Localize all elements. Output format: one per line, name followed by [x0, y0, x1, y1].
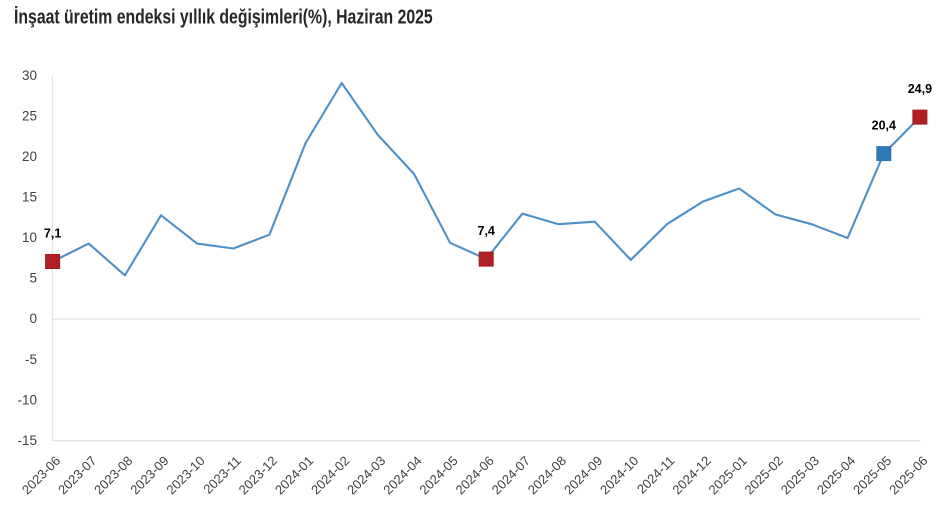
- svg-text:2025-02: 2025-02: [742, 453, 786, 497]
- svg-text:2025-03: 2025-03: [778, 453, 822, 497]
- svg-text:20: 20: [22, 149, 37, 164]
- svg-text:2025-06: 2025-06: [886, 453, 930, 497]
- svg-text:15: 15: [22, 190, 37, 205]
- svg-text:2025-04: 2025-04: [814, 453, 858, 497]
- svg-text:2023-07: 2023-07: [55, 453, 99, 497]
- svg-text:2023-09: 2023-09: [127, 453, 171, 497]
- svg-text:7,1: 7,1: [44, 227, 61, 241]
- svg-text:7,4: 7,4: [478, 224, 495, 238]
- svg-text:2024-10: 2024-10: [597, 453, 641, 497]
- svg-text:2024-11: 2024-11: [634, 453, 678, 497]
- svg-text:2024-03: 2024-03: [344, 453, 388, 497]
- svg-text:2023-10: 2023-10: [163, 453, 207, 497]
- svg-text:5: 5: [29, 271, 37, 286]
- svg-text:2024-12: 2024-12: [669, 453, 713, 497]
- svg-text:-15: -15: [17, 433, 37, 448]
- svg-text:2023-11: 2023-11: [200, 453, 244, 497]
- svg-text:2025-05: 2025-05: [850, 453, 894, 497]
- svg-text:-10: -10: [17, 392, 37, 407]
- svg-text:2024-08: 2024-08: [525, 453, 569, 497]
- svg-text:2024-05: 2024-05: [416, 453, 460, 497]
- svg-text:İnşaat üretim endeksi yıllık d: İnşaat üretim endeksi yıllık değişimleri…: [14, 6, 433, 28]
- svg-text:30: 30: [22, 68, 37, 83]
- svg-text:2024-09: 2024-09: [561, 453, 605, 497]
- svg-text:2024-02: 2024-02: [308, 453, 352, 497]
- svg-text:-5: -5: [25, 352, 37, 367]
- svg-text:2023-08: 2023-08: [91, 453, 135, 497]
- svg-text:2024-07: 2024-07: [489, 453, 533, 497]
- svg-text:20,4: 20,4: [872, 119, 896, 133]
- svg-text:24,9: 24,9: [908, 82, 932, 96]
- svg-text:2025-01: 2025-01: [705, 453, 749, 497]
- svg-text:2024-06: 2024-06: [452, 453, 496, 497]
- svg-text:2024-01: 2024-01: [272, 453, 316, 497]
- svg-text:25: 25: [22, 108, 37, 123]
- svg-text:2024-04: 2024-04: [380, 453, 424, 497]
- svg-text:2023-06: 2023-06: [19, 453, 63, 497]
- svg-text:0: 0: [29, 311, 37, 326]
- svg-text:2023-12: 2023-12: [236, 453, 280, 497]
- svg-text:10: 10: [22, 230, 37, 245]
